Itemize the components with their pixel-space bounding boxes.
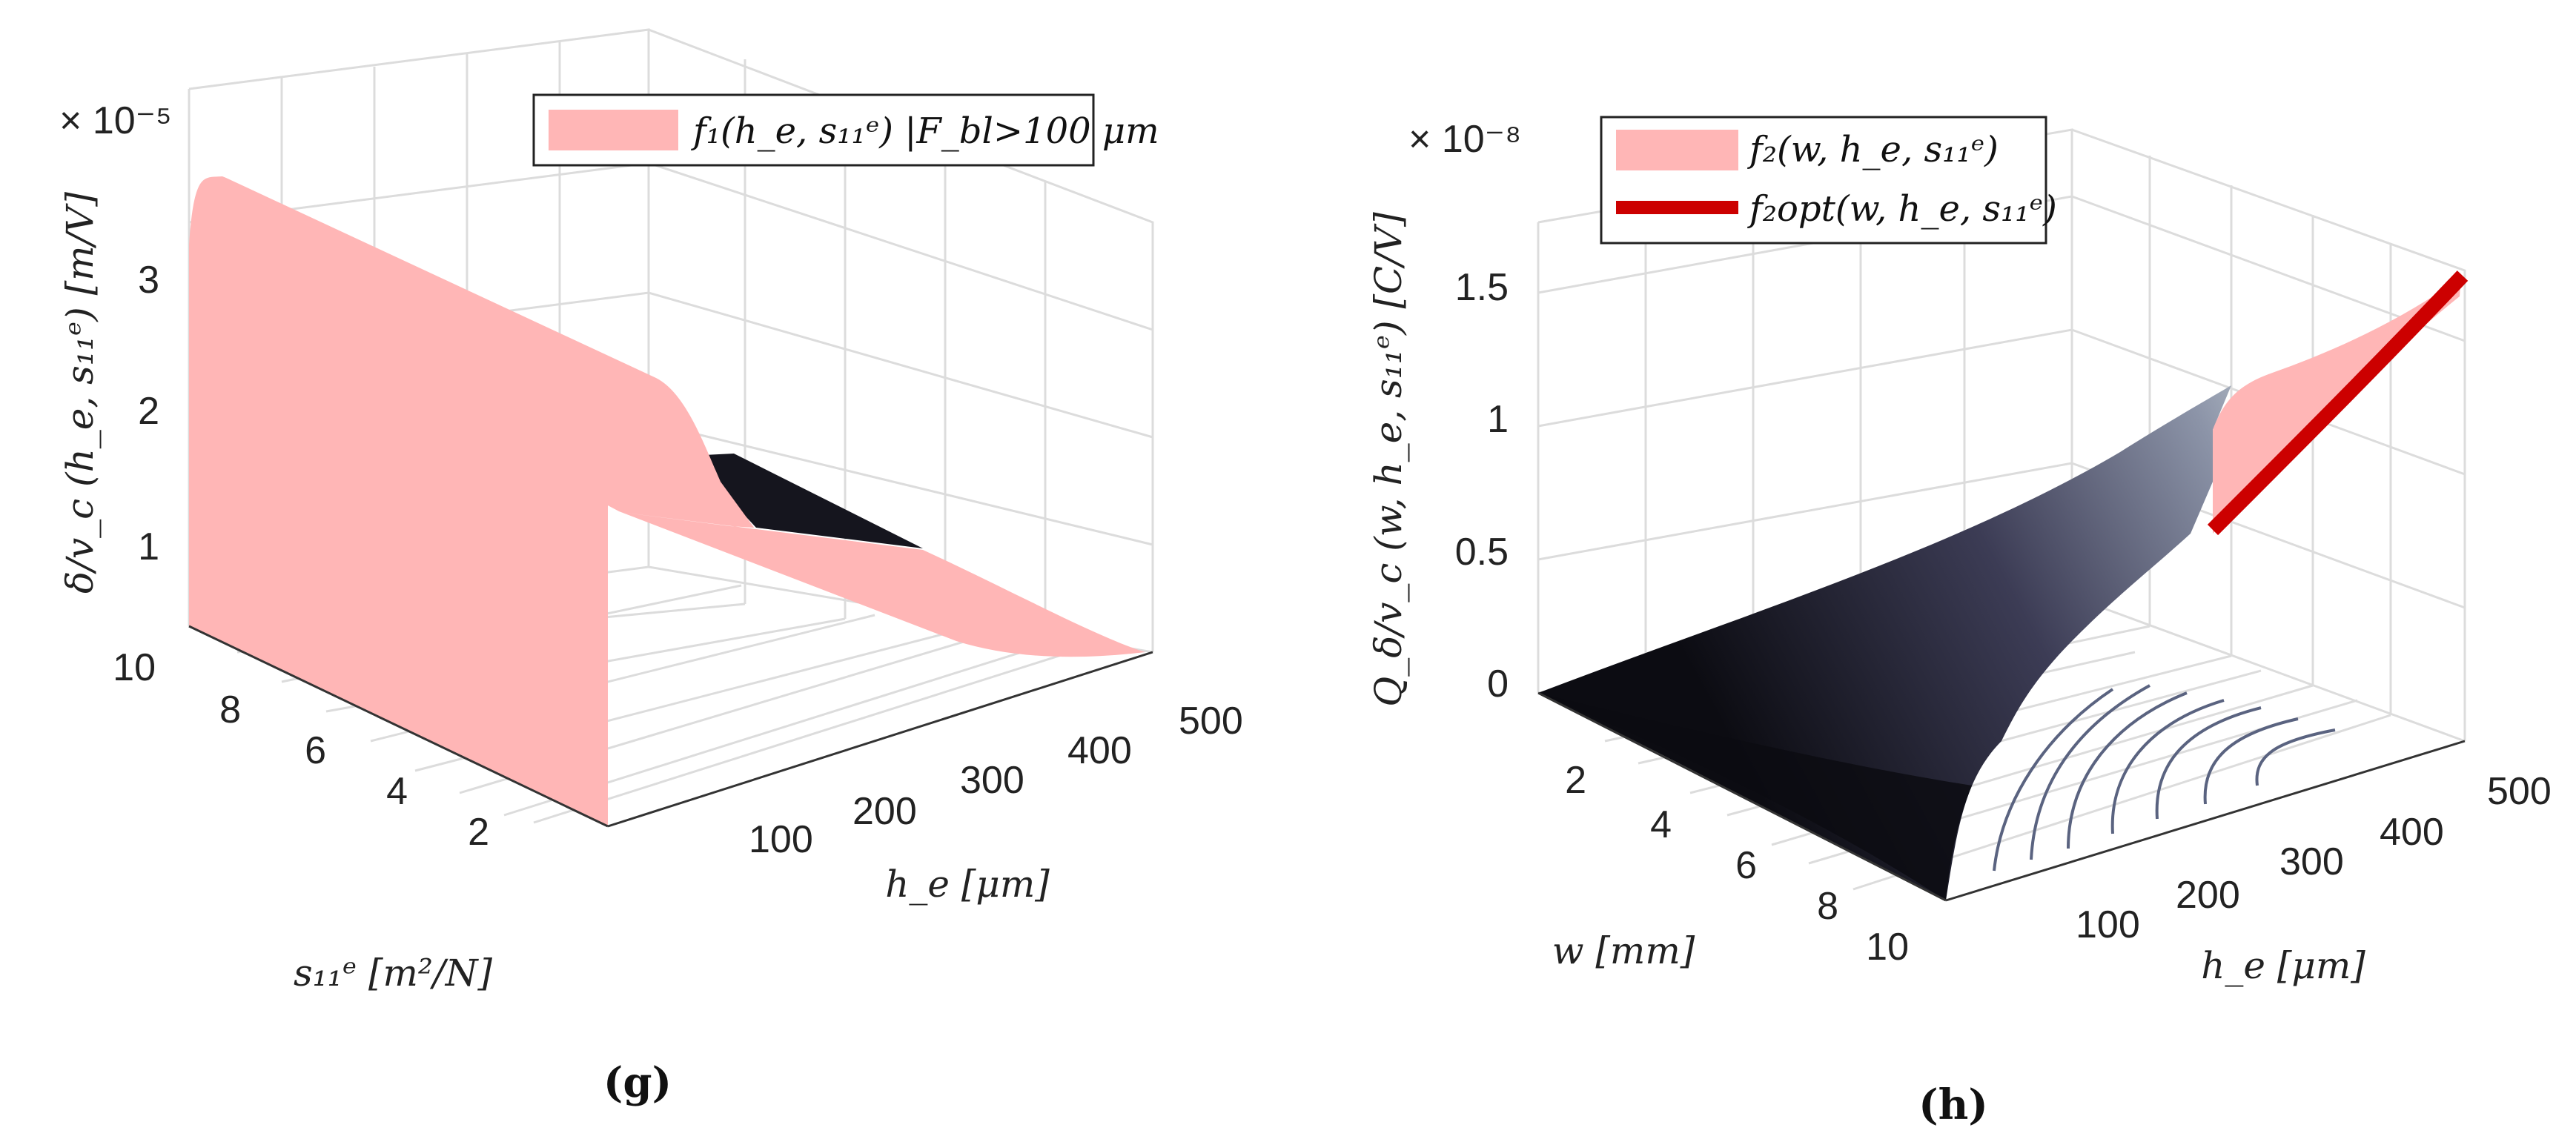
panel-h-ztick: 1 [1487,398,1509,441]
panel-g-zlabel: δ/v_c (h_e, s₁₁ᵉ) [m/V] [59,191,102,594]
panel-h-ztick: 0 [1487,663,1509,706]
panel-g-surface [189,176,1145,826]
panel-g: 1 2 3 10 8 6 4 2 100 200 300 400 500 × 1… [59,28,1243,1107]
panel-h: 0 0.5 1 1.5 2 4 6 8 10 100 200 300 400 5… [1367,116,2552,1129]
panel-g-surface-gap [614,511,923,550]
panel-h-zlabel: Q_δ/v_c (w, h_e, s₁₁ᵉ) [C/V] [1367,212,1410,707]
panel-h-ytick: 8 [1817,885,1838,928]
panel-h-axes [1537,691,2466,902]
panel-g-ytick: 4 [386,770,408,813]
panel-g-label: (g) [603,1058,672,1107]
panel-g-ytick: 2 [468,811,489,854]
panel-g-ztick: 2 [138,390,159,433]
panel-g-xtick: 500 [1179,700,1243,743]
panel-g-surface-shadow [689,454,923,548]
panel-g-xtick: 100 [749,818,813,861]
panel-h-legend: f₂(w, h_e, s₁₁ᵉ) f₂opt(w, h_e, s₁₁ᵉ) [1600,116,2057,245]
panel-g-legend-swatch [549,110,678,150]
panel-h-ytick: 2 [1565,759,1586,802]
panel-h-xlabel: h_e [μm] [2201,944,2365,987]
panel-g-ytick: 10 [113,646,156,689]
panel-h-exponent: × 10⁻⁸ [1408,118,1521,161]
panel-h-xtick: 100 [2076,903,2140,946]
panel-g-exponent: × 10⁻⁵ [59,99,172,142]
panel-g-ztick: 1 [138,525,159,568]
panel-g-xtick: 300 [960,759,1024,802]
panel-g-xtick: 200 [852,790,917,833]
panel-h-ytick: 10 [1866,926,1909,969]
panel-g-xtick: 400 [1067,729,1132,772]
panel-h-ytick: 4 [1650,803,1672,846]
panel-g-axes [188,625,1153,828]
panel-g-ytick: 8 [219,688,241,731]
panel-g-ytick: 6 [305,729,326,772]
panel-h-ytick: 6 [1735,844,1757,887]
panel-g-xlabel: h_e [μm] [885,863,1050,906]
panel-h-surface [1538,385,2231,900]
panel-h-ztick: 1.5 [1455,266,1509,309]
panel-g-legend: f₁(h_e, s₁₁ᵉ) |F_bl>100 μm [532,93,1159,167]
panel-h-xtick: 200 [2176,874,2240,917]
panel-h-contours [1993,684,2336,872]
panel-g-legend-label: f₁(h_e, s₁₁ᵉ) |F_bl>100 μm [691,110,1159,152]
panel-h-surface-front [1538,693,1972,900]
panel-h-legend-label: f₂(w, h_e, s₁₁ᵉ) [1747,129,1999,170]
panel-h-ztick: 0.5 [1455,531,1509,574]
panel-h-ylabel: w [mm] [1552,929,1695,972]
panel-g-ztick: 3 [138,259,159,302]
panel-h-xtick: 400 [2380,811,2444,854]
panel-h-label: (h) [1918,1080,1988,1129]
panel-h-xtick: 500 [2487,770,2552,813]
panel-h-legend-swatch [1616,130,1738,170]
panel-g-ylabel: s₁₁ᵉ [m²/N] [294,952,493,995]
panel-h-xtick: 300 [2279,840,2344,883]
panel-h-optimum-line [2207,270,2469,536]
panel-h-legend-label: f₂opt(w, h_e, s₁₁ᵉ) [1747,188,2057,230]
